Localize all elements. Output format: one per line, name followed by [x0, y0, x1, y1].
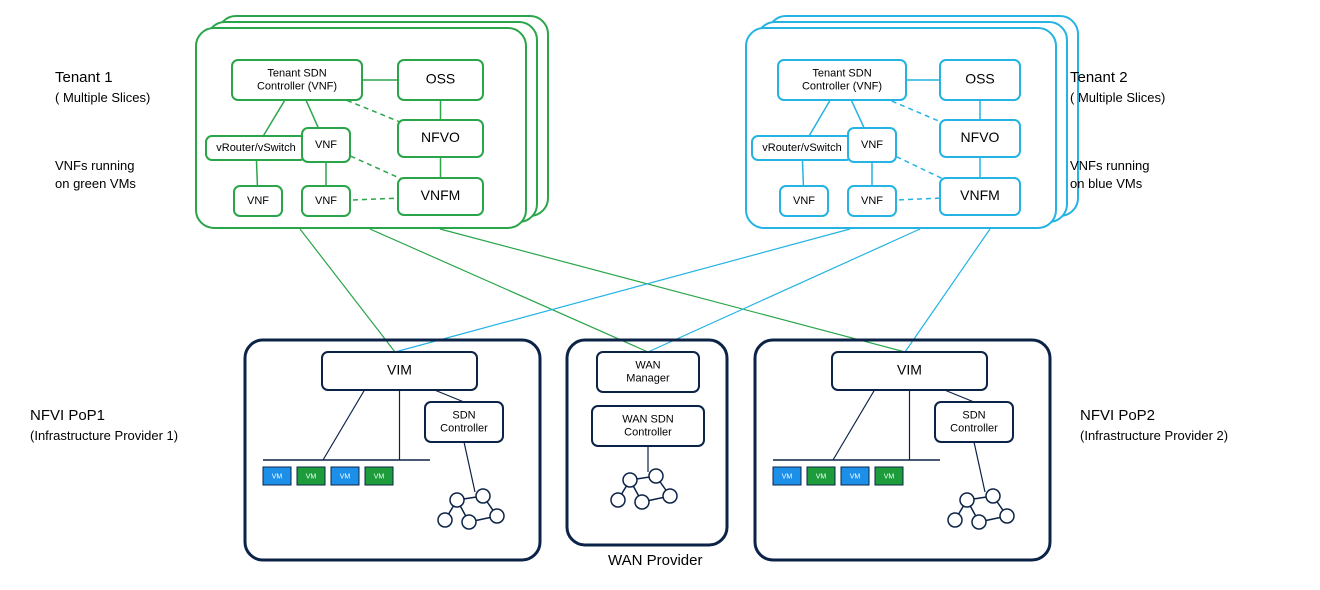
svg-text:WAN SDN: WAN SDN [622, 413, 674, 425]
svg-text:on green VMs: on green VMs [55, 176, 136, 191]
svg-text:VNFM: VNFM [421, 187, 461, 203]
svg-text:SDN: SDN [452, 409, 475, 421]
svg-text:Tenant 2: Tenant 2 [1070, 69, 1128, 86]
svg-text:VNFM: VNFM [960, 187, 1000, 203]
svg-text:SDN: SDN [962, 409, 985, 421]
svg-text:Tenant SDN: Tenant SDN [267, 67, 326, 79]
svg-text:NFVO: NFVO [421, 129, 460, 145]
svg-text:(Infrastructure Provider 2): (Infrastructure Provider 2) [1080, 428, 1228, 443]
svg-text:vRouter/vSwitch: vRouter/vSwitch [216, 142, 295, 154]
svg-text:OSS: OSS [965, 71, 995, 87]
svg-text:(Infrastructure Provider 1): (Infrastructure Provider 1) [30, 428, 178, 443]
svg-text:Controller: Controller [440, 422, 488, 434]
svg-text:VNF: VNF [315, 195, 337, 207]
svg-text:( Multiple Slices): ( Multiple Slices) [1070, 90, 1165, 105]
svg-text:VIM: VIM [387, 362, 412, 378]
svg-text:VM: VM [816, 473, 827, 480]
svg-text:on blue VMs: on blue VMs [1070, 176, 1143, 191]
svg-text:VNF: VNF [247, 195, 269, 207]
svg-text:Manager: Manager [626, 372, 670, 384]
svg-text:VM: VM [850, 473, 861, 480]
svg-text:VM: VM [782, 473, 793, 480]
svg-text:VNF: VNF [315, 139, 337, 151]
svg-text:OSS: OSS [426, 71, 456, 87]
svg-text:VM: VM [272, 473, 283, 480]
svg-text:VIM: VIM [897, 362, 922, 378]
svg-text:WAN: WAN [635, 359, 660, 371]
svg-text:VNFs running: VNFs running [55, 158, 134, 173]
svg-text:Controller (VNF): Controller (VNF) [257, 80, 337, 92]
svg-text:Controller (VNF): Controller (VNF) [802, 80, 882, 92]
svg-text:Controller: Controller [950, 422, 998, 434]
svg-text:Tenant 1: Tenant 1 [55, 69, 113, 86]
svg-text:VNF: VNF [861, 195, 883, 207]
svg-text:VM: VM [340, 473, 351, 480]
svg-text:NFVO: NFVO [961, 129, 1000, 145]
svg-text:VM: VM [306, 473, 317, 480]
svg-text:VM: VM [374, 473, 385, 480]
svg-text:NFVI PoP1: NFVI PoP1 [30, 407, 105, 424]
svg-text:VM: VM [884, 473, 895, 480]
svg-text:( Multiple Slices): ( Multiple Slices) [55, 90, 150, 105]
svg-text:WAN Provider: WAN Provider [608, 552, 702, 569]
svg-text:vRouter/vSwitch: vRouter/vSwitch [762, 142, 841, 154]
svg-text:NFVI PoP2: NFVI PoP2 [1080, 407, 1155, 424]
svg-text:VNF: VNF [861, 139, 883, 151]
svg-text:VNFs running: VNFs running [1070, 158, 1149, 173]
svg-text:Controller: Controller [624, 426, 672, 438]
svg-text:Tenant SDN: Tenant SDN [812, 67, 871, 79]
svg-text:VNF: VNF [793, 195, 815, 207]
